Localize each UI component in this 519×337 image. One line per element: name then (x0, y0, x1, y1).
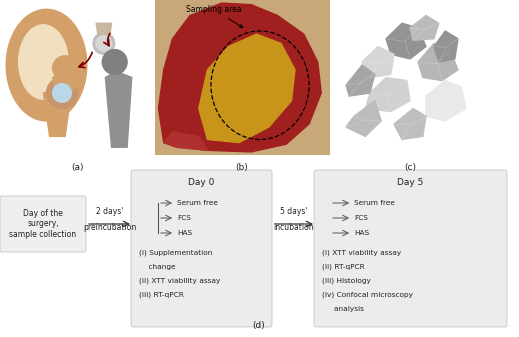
Text: analysis: analysis (322, 306, 364, 312)
Polygon shape (155, 0, 330, 155)
Text: Sampling area: Sampling area (186, 5, 243, 27)
Polygon shape (158, 3, 321, 152)
Text: 5 days': 5 days' (280, 207, 308, 216)
Ellipse shape (19, 25, 68, 99)
Circle shape (53, 56, 77, 81)
Text: (iii) Histology: (iii) Histology (322, 278, 371, 284)
FancyBboxPatch shape (0, 196, 86, 252)
Polygon shape (418, 43, 458, 81)
Polygon shape (53, 71, 80, 93)
Text: (i) XTT viability assay: (i) XTT viability assay (322, 250, 401, 256)
Text: (c): (c) (404, 163, 416, 172)
Text: Day 5: Day 5 (398, 178, 424, 187)
Text: (ii) RT-qPCR: (ii) RT-qPCR (322, 264, 365, 271)
Polygon shape (199, 34, 295, 143)
Text: (iv) Confocal microscopy: (iv) Confocal microscopy (322, 292, 413, 299)
Polygon shape (346, 101, 381, 136)
Circle shape (47, 78, 77, 109)
Text: change: change (139, 264, 175, 270)
Polygon shape (394, 109, 426, 140)
Polygon shape (434, 31, 458, 62)
Text: FCS: FCS (177, 215, 191, 221)
Text: 2.1×: 2.1× (467, 140, 485, 149)
Text: (a): (a) (71, 163, 83, 172)
Text: Serum free: Serum free (354, 200, 395, 206)
Text: (d): (d) (253, 321, 265, 330)
FancyBboxPatch shape (314, 170, 507, 327)
Text: (b): (b) (236, 163, 249, 172)
Circle shape (53, 84, 71, 102)
Polygon shape (96, 23, 112, 43)
Text: HAS: HAS (177, 230, 192, 236)
Text: Day of the
surgery,
sample collection: Day of the surgery, sample collection (9, 209, 77, 239)
Text: preincubation: preincubation (84, 223, 136, 232)
Text: (i) Supplementation: (i) Supplementation (139, 250, 212, 256)
Polygon shape (362, 47, 394, 78)
Text: FCS: FCS (354, 215, 368, 221)
Circle shape (93, 33, 115, 54)
Circle shape (96, 36, 112, 51)
Text: Day 0: Day 0 (188, 178, 215, 187)
Text: (ii) XTT viability assay: (ii) XTT viability assay (139, 278, 221, 284)
Polygon shape (105, 71, 132, 147)
Text: HAS: HAS (354, 230, 369, 236)
Ellipse shape (6, 9, 87, 121)
FancyBboxPatch shape (131, 170, 272, 327)
Text: (iii) RT-qPCR: (iii) RT-qPCR (139, 292, 184, 299)
Polygon shape (346, 65, 375, 96)
Polygon shape (386, 23, 426, 59)
Text: incubation: incubation (274, 223, 315, 232)
Polygon shape (426, 81, 466, 121)
Polygon shape (410, 16, 439, 40)
Polygon shape (365, 78, 410, 112)
Circle shape (102, 50, 127, 74)
Text: 2 days': 2 days' (97, 207, 124, 216)
Polygon shape (164, 132, 208, 150)
Text: Serum free: Serum free (177, 200, 218, 206)
Polygon shape (44, 90, 71, 136)
